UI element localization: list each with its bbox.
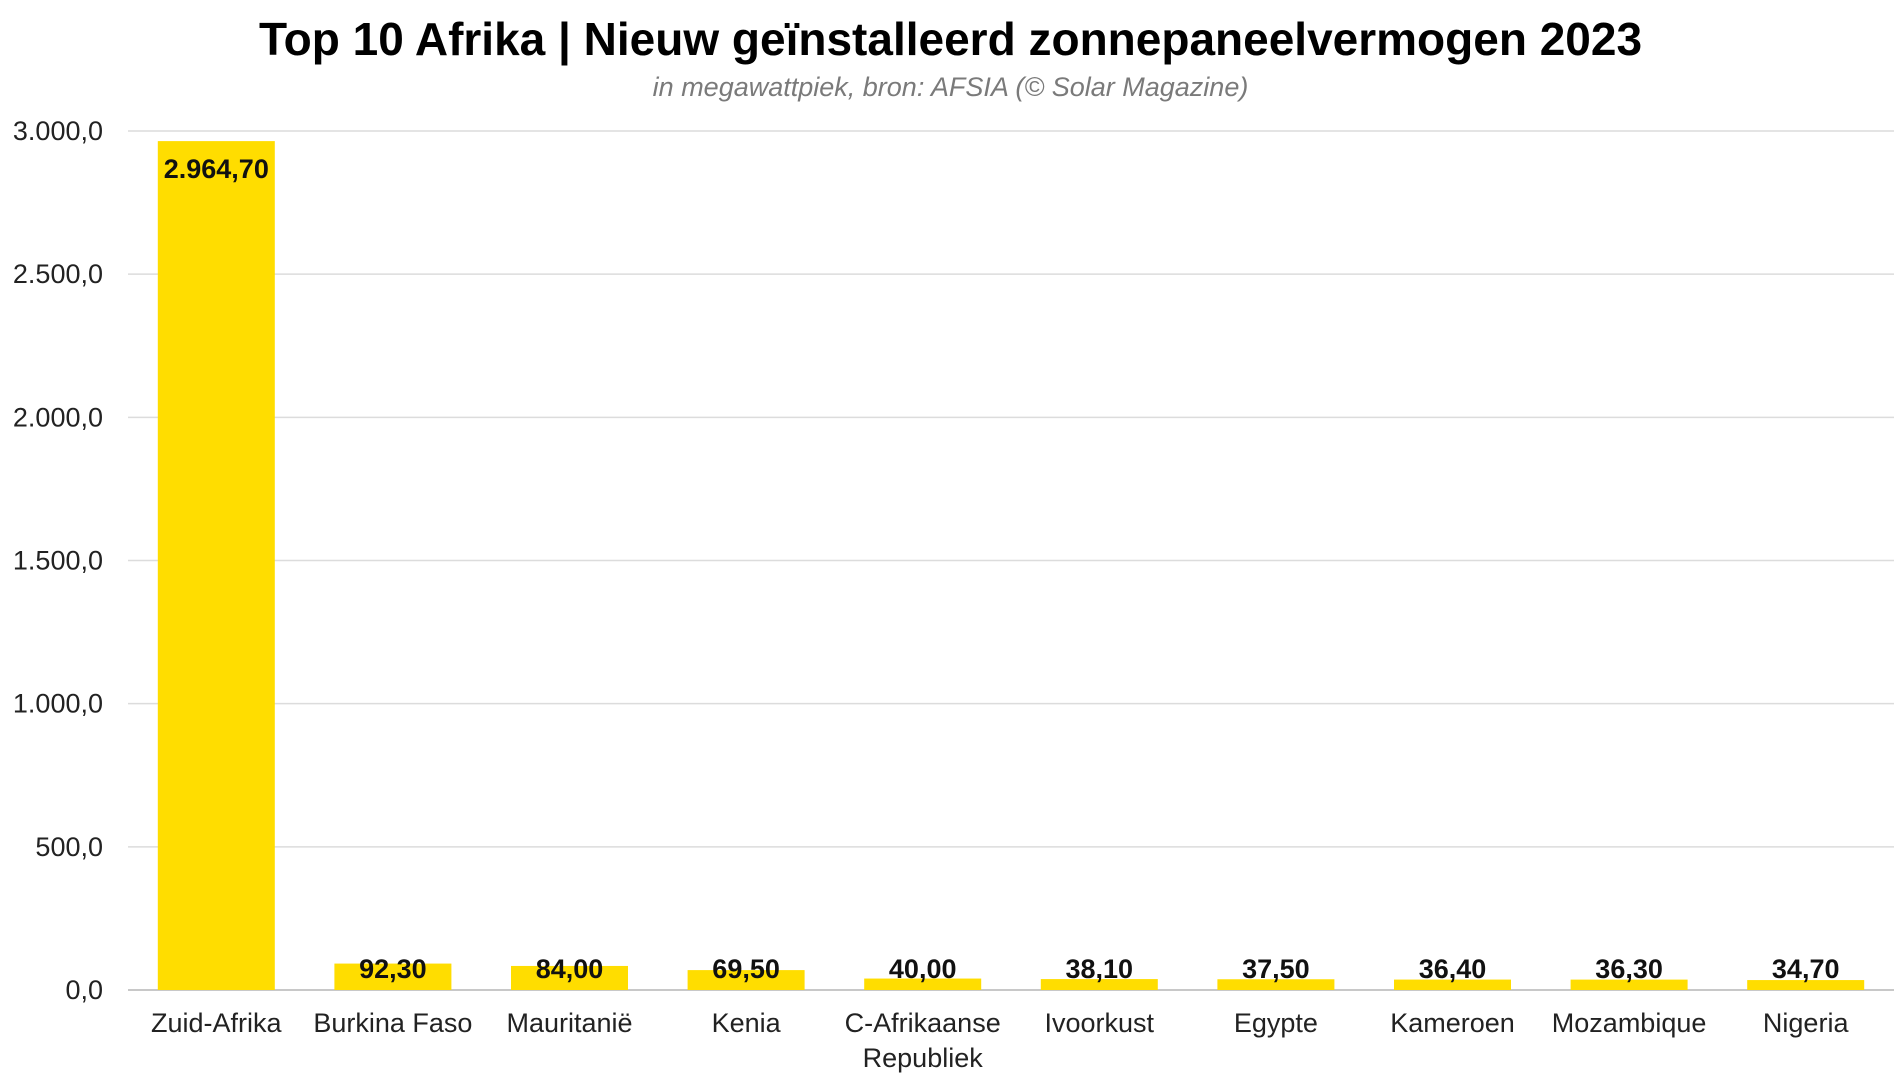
data-label: 36,40 [1419, 954, 1487, 984]
bar [1217, 979, 1335, 990]
data-label: 40,00 [889, 954, 957, 984]
bar [334, 963, 452, 990]
x-tick-label: Burkina Faso [313, 1008, 472, 1038]
x-tick-label: Kenia [712, 1008, 782, 1038]
y-tick-label: 0,0 [65, 975, 103, 1005]
bar [687, 970, 805, 990]
chart-title: Top 10 Afrika | Nieuw geïnstalleerd zonn… [258, 13, 1643, 65]
y-tick-label: 1.000,0 [13, 689, 103, 719]
y-tick-label: 1.500,0 [13, 546, 103, 576]
data-label: 37,50 [1242, 954, 1310, 984]
bar [1394, 979, 1511, 990]
bar [157, 141, 275, 991]
data-label: 34,70 [1772, 954, 1840, 984]
data-label: 92,30 [359, 954, 427, 984]
data-label: 2.964,70 [164, 154, 269, 184]
x-tick-label: Republiek [863, 1043, 984, 1073]
bar [1747, 980, 1865, 990]
y-tick-label: 3.000,0 [13, 116, 103, 146]
data-label: 69,50 [712, 954, 780, 984]
x-tick-label: Mauritanië [506, 1008, 632, 1038]
x-tick-label: Egypte [1234, 1008, 1318, 1038]
y-tick-label: 2.500,0 [13, 259, 103, 289]
bar [511, 965, 628, 990]
x-tick-label: Nigeria [1763, 1008, 1850, 1038]
y-tick-label: 500,0 [35, 832, 103, 862]
data-label: 38,10 [1066, 954, 1134, 984]
chart-subtitle: in megawattpiek, bron: AFSIA (© Solar Ma… [652, 72, 1249, 102]
x-tick-label: Ivoorkust [1045, 1008, 1155, 1038]
x-tick-label: Mozambique [1552, 1008, 1707, 1038]
x-tick-label: C-Afrikaanse [845, 1008, 1001, 1038]
bar [1040, 979, 1158, 990]
data-label: 36,30 [1595, 954, 1663, 984]
y-tick-label: 2.000,0 [13, 402, 103, 432]
x-tick-label: Zuid-Afrika [151, 1008, 283, 1038]
x-tick-label: Kameroen [1390, 1008, 1515, 1038]
bar [864, 978, 982, 990]
data-label: 84,00 [536, 954, 604, 984]
bar [1570, 979, 1688, 990]
